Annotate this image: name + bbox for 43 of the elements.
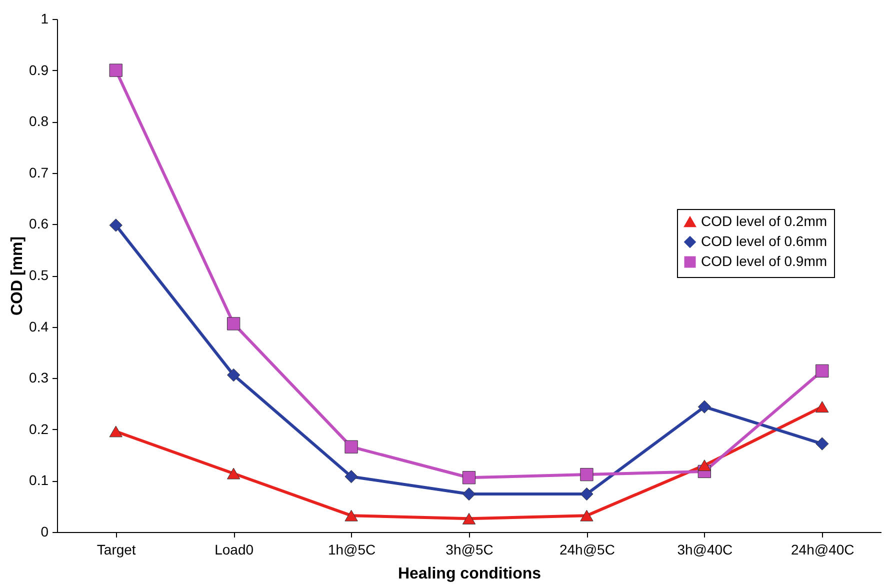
x-tick-label: 3h@5C	[446, 542, 494, 558]
y-tick-label: 0.3	[29, 370, 49, 386]
y-tick-label: 0.9	[29, 62, 49, 78]
point	[462, 512, 476, 524]
point	[344, 440, 358, 454]
y-tick-label: 1	[40, 10, 49, 26]
point	[226, 468, 240, 480]
y-tick-label: 0.1	[29, 472, 49, 488]
point	[580, 468, 594, 482]
point	[109, 426, 122, 438]
y-tick-label: 0.2	[29, 420, 49, 437]
point	[462, 471, 476, 484]
x-tick-label: 3h@40C	[677, 542, 733, 558]
point	[698, 460, 712, 472]
legend-label: COD level of 0.2mm	[701, 213, 828, 229]
y-tick-label: 0.6	[29, 216, 49, 232]
x-tick-label: Load0	[214, 542, 254, 558]
y-tick-label: 0	[40, 524, 49, 540]
legend-label: COD level of 0.6mm	[701, 233, 828, 249]
y-tick-label: 0.5	[29, 267, 49, 283]
point	[109, 218, 122, 232]
x-tick-label: 24h@5C	[559, 542, 615, 558]
x-tick-label: 24h@40C	[791, 542, 854, 558]
point	[816, 364, 829, 378]
point	[698, 400, 712, 414]
point	[226, 317, 240, 330]
x-tick-label: Target	[96, 542, 136, 558]
point	[816, 401, 829, 413]
point	[109, 64, 122, 77]
y-axis-title: COD [mm]	[9, 236, 26, 316]
point	[580, 487, 594, 501]
point	[816, 437, 829, 450]
point	[462, 487, 476, 501]
point	[226, 368, 240, 382]
point	[580, 510, 594, 522]
y-tick-label: 0.8	[29, 113, 49, 130]
y-tick-label: 0.7	[29, 164, 49, 180]
point	[344, 470, 358, 484]
y-tick-label: 0.4	[29, 318, 49, 334]
x-tick-label: 1h@5C	[328, 542, 376, 558]
x-axis-title: Healing conditions	[398, 566, 542, 582]
legend-label: COD level of 0.9mm	[701, 253, 828, 269]
point	[344, 510, 358, 522]
